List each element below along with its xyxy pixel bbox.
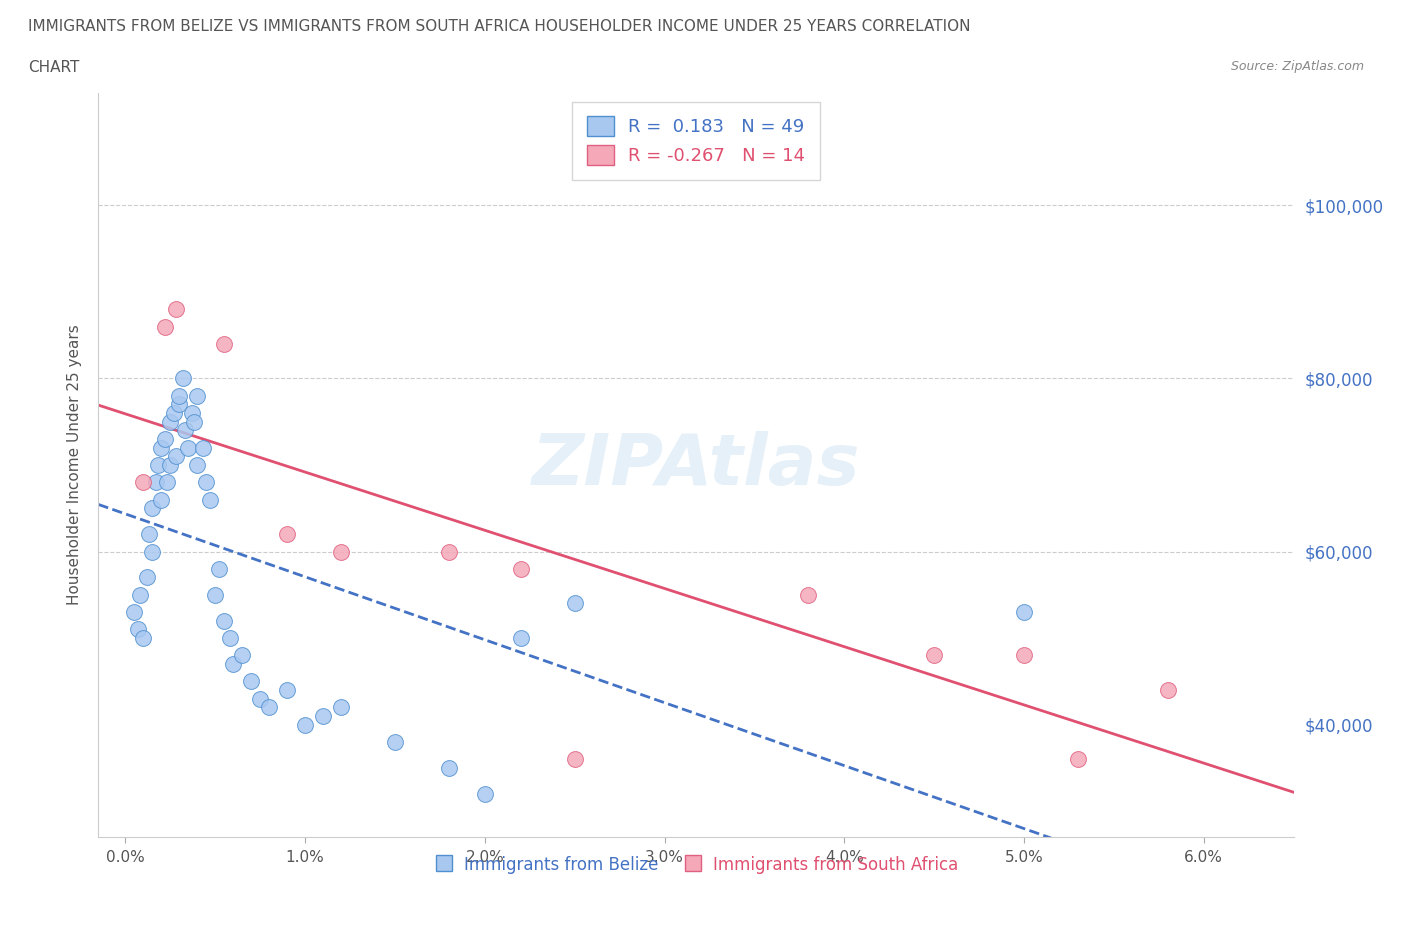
Point (797, 588, 820, 603)
Text: CHART: CHART (28, 60, 80, 75)
Point (141, 501, 163, 516)
Point (180, 405, 202, 420)
Point (330, 699, 353, 714)
Point (294, 717, 316, 732)
Point (141, 544, 163, 559)
Point (222, 657, 245, 671)
Point (1012, 648, 1035, 663)
Point (177, 440, 200, 455)
Point (249, 691, 271, 706)
Point (186, 389, 208, 404)
Point (231, 648, 253, 663)
Point (509, 631, 531, 645)
Point (276, 683, 298, 698)
Point (172, 371, 194, 386)
Point (509, 562, 531, 577)
Point (150, 492, 173, 507)
Point (276, 526, 298, 541)
Point (384, 735, 406, 750)
Point (163, 405, 186, 420)
Point (191, 440, 214, 455)
Point (437, 544, 460, 559)
Point (212, 337, 235, 352)
Point (195, 475, 218, 490)
Point (312, 709, 335, 724)
Point (240, 674, 263, 689)
Point (169, 389, 191, 404)
Point (1012, 604, 1035, 619)
Point (153, 319, 176, 334)
Point (212, 613, 235, 628)
Text: IMMIGRANTS FROM BELIZE VS IMMIGRANTS FROM SOUTH AFRICA HOUSEHOLDER INCOME UNDER : IMMIGRANTS FROM BELIZE VS IMMIGRANTS FRO… (28, 19, 970, 33)
Point (138, 526, 160, 541)
Point (128, 588, 150, 603)
Point (132, 475, 155, 490)
Point (564, 596, 586, 611)
Point (198, 492, 221, 507)
Point (218, 631, 240, 645)
Point (474, 786, 496, 801)
Point (169, 397, 191, 412)
Y-axis label: Householder Income Under 25 years: Householder Income Under 25 years (67, 325, 83, 605)
Point (132, 631, 155, 645)
Point (153, 432, 176, 446)
Point (330, 544, 353, 559)
Point (564, 751, 586, 766)
Point (437, 761, 460, 776)
Legend: Immigrants from Belize, Immigrants from South Africa: Immigrants from Belize, Immigrants from … (427, 849, 965, 881)
Point (165, 302, 187, 317)
Point (146, 458, 169, 472)
Point (127, 622, 149, 637)
Point (186, 458, 208, 472)
Point (173, 423, 195, 438)
Point (1157, 683, 1180, 698)
Point (150, 440, 173, 455)
Text: ZIPAtlas: ZIPAtlas (531, 431, 860, 499)
Point (183, 414, 205, 429)
Point (165, 449, 187, 464)
Point (159, 414, 181, 429)
Point (145, 475, 167, 490)
Point (1067, 751, 1090, 766)
Point (257, 699, 280, 714)
Text: Source: ZipAtlas.com: Source: ZipAtlas.com (1230, 60, 1364, 73)
Point (208, 562, 231, 577)
Point (159, 458, 181, 472)
Point (204, 588, 226, 603)
Point (124, 604, 146, 619)
Point (922, 648, 945, 663)
Point (156, 475, 179, 490)
Point (136, 570, 159, 585)
